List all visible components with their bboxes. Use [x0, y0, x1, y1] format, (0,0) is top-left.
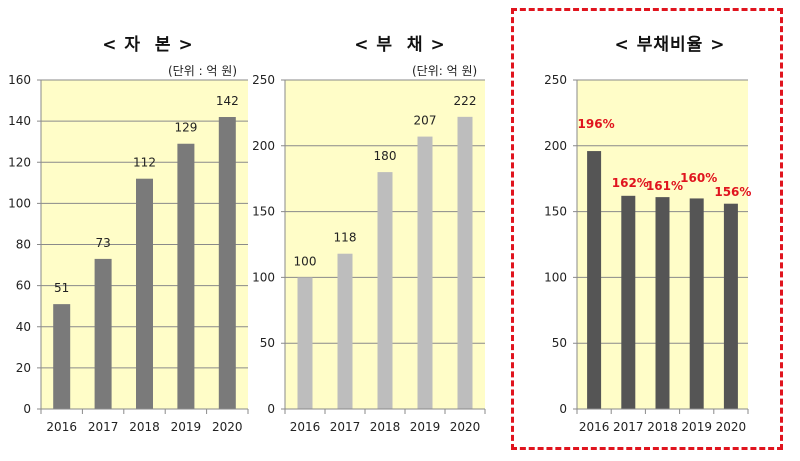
x-tick-label-capital: 2016: [46, 420, 77, 434]
x-tick-label-debt: 2016: [290, 420, 321, 434]
data-label-debt: 118: [334, 231, 357, 245]
y-tick-label-capital: 40: [16, 320, 31, 334]
bar-debt-ratio-2017: [621, 195, 636, 409]
y-tick-label-capital: 120: [8, 155, 31, 169]
y-tick-label-capital: 160: [8, 73, 31, 87]
y-tick-label-capital: 140: [8, 114, 31, 128]
bar-debt-ratio-2019: [689, 198, 704, 409]
chart-title-debt: < 부 채 >: [354, 35, 446, 55]
y-tick-label-debt-ratio: 0: [559, 402, 567, 416]
bar-debt-2017: [337, 253, 353, 409]
data-label-capital: 112: [133, 156, 156, 170]
y-tick-label-capital: 100: [8, 196, 31, 210]
data-label-debt: 207: [414, 114, 437, 128]
data-label-capital: 129: [174, 121, 197, 135]
data-label-capital: 142: [216, 94, 239, 108]
y-tick-label-debt: 0: [267, 402, 275, 416]
y-tick-label-capital: 0: [23, 402, 31, 416]
data-label-capital: 73: [95, 236, 110, 250]
data-label-debt-ratio: 196%: [578, 117, 615, 131]
x-tick-label-debt-ratio: 2018: [647, 420, 678, 434]
x-tick-label-debt: 2019: [410, 420, 441, 434]
y-tick-label-capital: 80: [16, 238, 31, 252]
bar-debt-ratio-2020: [723, 203, 738, 409]
data-label-debt-ratio: 162%: [612, 176, 649, 190]
x-tick-label-debt-ratio: 2020: [716, 420, 747, 434]
x-tick-label-capital: 2017: [88, 420, 119, 434]
y-tick-label-debt-ratio: 250: [544, 73, 567, 87]
data-label-debt-ratio: 160%: [680, 171, 717, 185]
data-label-debt-ratio: 161%: [646, 179, 683, 193]
unit-label-debt: (단위: 억 원): [412, 64, 478, 78]
bar-debt-2020: [457, 116, 473, 410]
bar-debt-2016: [297, 277, 313, 409]
y-tick-label-debt-ratio: 100: [544, 270, 567, 284]
x-tick-label-capital: 2020: [212, 420, 243, 434]
chart-title-capital: < 자 본 >: [102, 35, 194, 55]
x-tick-label-debt-ratio: 2017: [613, 420, 644, 434]
x-tick-label-capital: 2018: [129, 420, 160, 434]
data-label-debt: 100: [294, 254, 317, 268]
x-tick-label-debt: 2018: [370, 420, 401, 434]
y-tick-label-capital: 60: [16, 279, 31, 293]
bar-capital-2019: [177, 143, 195, 409]
data-label-capital: 51: [54, 281, 69, 295]
x-tick-label-debt-ratio: 2019: [681, 420, 712, 434]
bar-capital-2018: [136, 178, 153, 409]
bar-debt-2018: [377, 172, 393, 409]
data-label-debt: 180: [374, 149, 397, 163]
y-tick-label-debt-ratio: 200: [544, 139, 567, 153]
y-tick-label-debt: 150: [252, 205, 275, 219]
x-tick-label-debt: 2020: [450, 420, 481, 434]
data-label-debt: 222: [454, 94, 477, 108]
x-tick-label-debt-ratio: 2016: [579, 420, 610, 434]
bar-debt-ratio-2018: [655, 197, 670, 409]
y-tick-label-debt: 250: [252, 73, 275, 87]
y-tick-label-capital: 20: [16, 361, 31, 375]
highlight-box: [511, 8, 783, 450]
y-tick-label-debt-ratio: 150: [544, 205, 567, 219]
chart-title-debt-ratio: < 부채비율 >: [614, 35, 726, 55]
x-tick-label-debt: 2017: [330, 420, 361, 434]
y-tick-label-debt-ratio: 50: [552, 336, 567, 350]
bar-capital-2017: [94, 258, 112, 409]
y-tick-label-debt: 200: [252, 139, 275, 153]
data-label-debt-ratio: 156%: [714, 185, 751, 199]
y-tick-label-debt: 100: [252, 270, 275, 284]
bar-capital-2016: [53, 304, 71, 409]
y-tick-label-debt: 50: [260, 336, 275, 350]
unit-label-capital: (단위 : 억 원): [168, 64, 238, 78]
bar-capital-2020: [218, 117, 236, 409]
bar-debt-ratio-2016: [587, 151, 602, 409]
bar-debt-2019: [417, 136, 433, 409]
x-tick-label-capital: 2019: [171, 420, 202, 434]
